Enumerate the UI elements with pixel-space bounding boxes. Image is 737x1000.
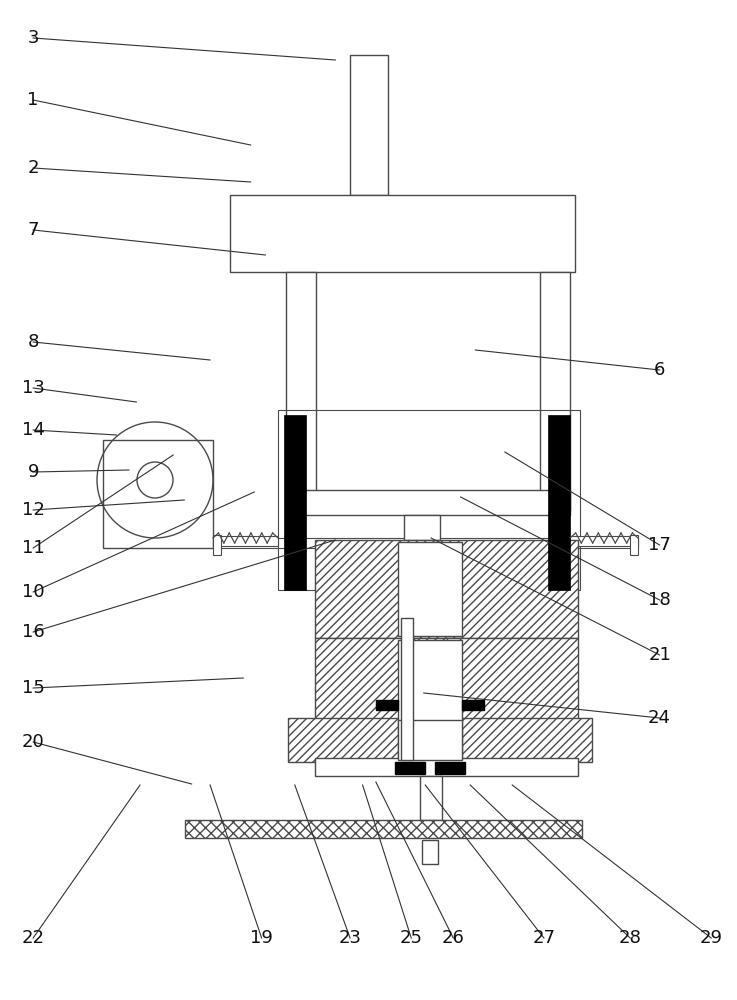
Bar	[288, 718, 592, 762]
Text: 9: 9	[27, 463, 39, 481]
Bar	[213, 536, 278, 546]
Bar	[103, 440, 213, 548]
Bar	[435, 762, 465, 774]
Text: 19: 19	[250, 929, 273, 947]
Bar	[398, 640, 462, 758]
Text: 13: 13	[21, 379, 45, 397]
Text: 26: 26	[441, 929, 465, 947]
Text: 25: 25	[399, 929, 423, 947]
Bar	[548, 415, 570, 590]
Bar	[447, 638, 460, 758]
Bar	[286, 272, 316, 510]
Text: 14: 14	[21, 421, 45, 439]
Bar	[462, 700, 484, 710]
Bar	[398, 720, 462, 760]
Circle shape	[97, 422, 213, 538]
Text: 8: 8	[27, 333, 39, 351]
Text: 7: 7	[27, 221, 39, 239]
Bar	[420, 776, 442, 820]
Bar	[398, 542, 462, 636]
Text: 18: 18	[649, 591, 671, 609]
Text: 16: 16	[22, 623, 44, 641]
Text: 2: 2	[27, 159, 39, 177]
Bar	[376, 700, 398, 710]
Bar	[404, 515, 440, 540]
Text: 29: 29	[699, 929, 723, 947]
Text: 17: 17	[648, 536, 671, 554]
Text: 22: 22	[21, 929, 45, 947]
Bar	[422, 840, 438, 864]
Bar	[284, 415, 306, 590]
Bar	[286, 490, 570, 515]
Text: 11: 11	[22, 539, 44, 557]
Text: 6: 6	[654, 361, 666, 379]
Text: 21: 21	[648, 646, 671, 664]
Bar	[278, 410, 580, 590]
Text: 12: 12	[21, 501, 45, 519]
Text: 3: 3	[27, 29, 39, 47]
Bar	[401, 618, 413, 760]
Text: 28: 28	[618, 929, 642, 947]
Bar	[213, 535, 221, 555]
Bar	[570, 536, 638, 546]
Bar	[213, 538, 638, 548]
Text: 27: 27	[532, 929, 556, 947]
Text: 1: 1	[27, 91, 39, 109]
Bar	[185, 820, 582, 838]
Bar	[395, 762, 425, 774]
Bar	[540, 272, 570, 510]
Text: 15: 15	[21, 679, 45, 697]
Bar	[230, 195, 575, 272]
Circle shape	[137, 462, 173, 498]
Bar	[630, 535, 638, 555]
Bar	[315, 638, 578, 760]
Text: 23: 23	[338, 929, 362, 947]
Text: 10: 10	[22, 583, 44, 601]
Text: 24: 24	[648, 709, 671, 727]
Bar	[401, 638, 414, 758]
Bar	[315, 758, 578, 776]
Bar	[315, 540, 578, 638]
Text: 20: 20	[22, 733, 44, 751]
Bar	[350, 55, 388, 195]
